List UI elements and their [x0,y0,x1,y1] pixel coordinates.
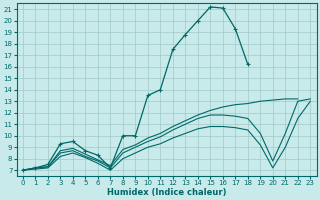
X-axis label: Humidex (Indice chaleur): Humidex (Indice chaleur) [107,188,226,197]
